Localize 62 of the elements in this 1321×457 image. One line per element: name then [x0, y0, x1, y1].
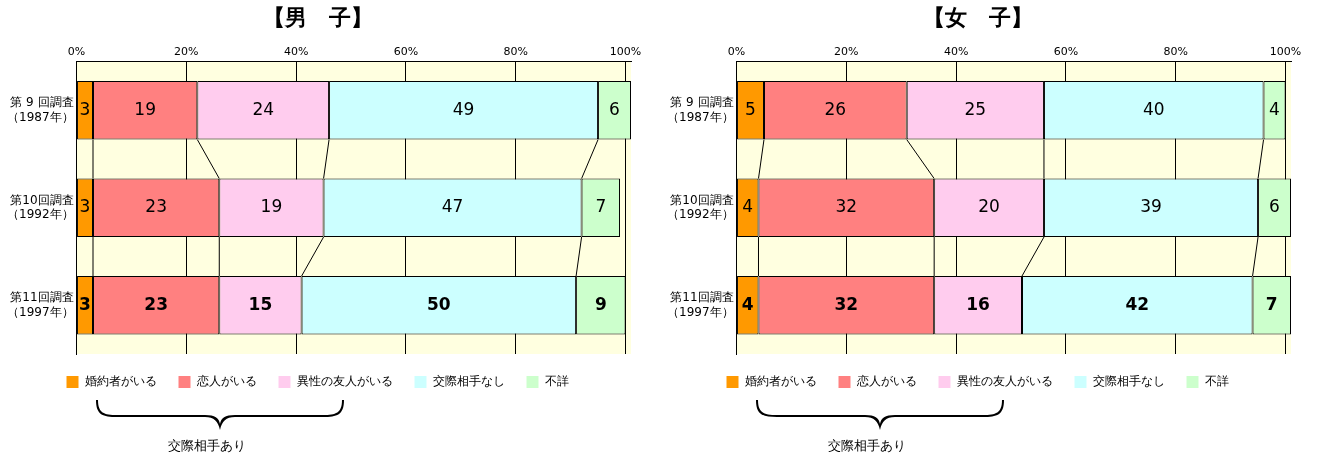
data-label: 42 [1125, 293, 1150, 314]
data-label: 32 [835, 196, 858, 217]
data-label: 19 [134, 98, 156, 119]
x-tick-label: 20% [174, 44, 199, 58]
x-tick-label: 40% [943, 44, 969, 58]
x-tick-label: 100% [609, 44, 642, 58]
data-label: 26 [824, 98, 847, 119]
y-tick-label: 第10回調査（1992年） [666, 192, 734, 222]
x-tick-label: 80% [503, 44, 528, 58]
legend-label: 婚約者がいる [84, 374, 157, 389]
y-tick-label: 第11回調査（1997年） [666, 290, 734, 319]
data-label: 5 [745, 98, 756, 119]
legend-label: 不詳 [1204, 374, 1229, 389]
x-tick-label: 60% [393, 44, 419, 58]
legend-label: 交際相手なし [1092, 374, 1165, 389]
data-label: 39 [1140, 196, 1162, 217]
data-label: 32 [834, 293, 859, 314]
legend-label: 交際相手なし [432, 374, 505, 389]
data-label: 3 [79, 196, 91, 217]
data-label: 40 [1142, 98, 1165, 119]
text: 交際相手あり [168, 437, 246, 455]
x-tick-label: 60% [1053, 44, 1079, 58]
x-tick-label: 0% [727, 44, 746, 58]
x-tick-label: 40% [283, 44, 309, 58]
x-tick-label: 100% [1269, 44, 1302, 58]
data-label: 4 [742, 196, 754, 217]
y-tick-label: 第 9 回調査（1987年） [666, 95, 734, 124]
chart-title: 【女 子】 [922, 4, 1033, 30]
legend-label: 婚約者がいる [744, 374, 817, 389]
legend-label: 恋人がいる [195, 374, 257, 389]
data-label: 6 [609, 98, 620, 119]
data-label: 23 [145, 196, 167, 217]
data-label: 25 [964, 98, 987, 119]
data-label: 23 [144, 293, 168, 314]
data-label: 7 [595, 196, 607, 217]
x-tick-label: 20% [834, 44, 859, 58]
data-label: 19 [260, 196, 283, 217]
data-label: 4 [1269, 98, 1280, 119]
legend-label: 不詳 [544, 374, 569, 389]
data-label: 20 [978, 196, 1000, 217]
data-label: 7 [1265, 293, 1278, 314]
data-label: 9 [594, 293, 607, 314]
text: 交際相手あり [828, 437, 906, 455]
data-label: 47 [441, 196, 464, 217]
data-label: 49 [452, 98, 475, 119]
data-label: 24 [252, 98, 275, 119]
legend-label: 異性の友人がいる [296, 374, 393, 389]
data-label: 6 [1269, 196, 1280, 217]
legend-label: 異性の友人がいる [956, 374, 1053, 389]
legend-label: 恋人がいる [855, 374, 917, 389]
data-label: 50 [427, 293, 451, 314]
x-tick-label: 80% [1163, 44, 1188, 58]
y-tick-label: 第10回調査（1992年） [6, 192, 74, 222]
y-tick-label: 第11回調査（1997年） [6, 290, 74, 319]
y-tick-label: 第 9 回調査（1987年） [6, 95, 74, 124]
data-label: 16 [966, 293, 990, 314]
data-label: 4 [741, 293, 754, 314]
data-label: 3 [79, 293, 91, 314]
data-label: 3 [79, 98, 91, 119]
chart-title: 【男 子】 [262, 4, 373, 30]
x-tick-label: 0% [67, 44, 86, 58]
data-label: 15 [248, 293, 273, 314]
